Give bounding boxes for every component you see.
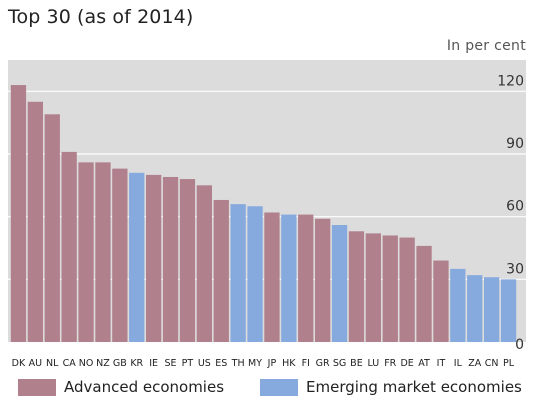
bar-fi: [298, 214, 314, 342]
x-tick-label-ca: CA: [63, 358, 77, 369]
bar-ca: [61, 151, 77, 342]
y-tick-label-120: 120: [497, 73, 524, 89]
bar-il: [450, 268, 466, 342]
bar-no: [78, 162, 94, 342]
bar-us: [196, 185, 212, 342]
bar-dk: [10, 85, 27, 342]
y-tick-label-90: 90: [506, 136, 524, 152]
bar-it: [433, 260, 449, 342]
legend-label-emerging: Emerging market economies: [306, 378, 522, 396]
bar-be: [348, 231, 365, 342]
x-tick-label-at: AT: [418, 358, 430, 369]
x-tick-label-ie: IE: [149, 358, 158, 369]
x-tick-label-dk: DK: [12, 358, 26, 369]
x-tick-label-es: ES: [215, 358, 227, 369]
bar-cn: [484, 277, 500, 342]
bar-nz: [95, 162, 111, 342]
x-tick-label-pl: PL: [503, 358, 515, 369]
bar-nl: [44, 114, 60, 342]
bar-de: [399, 237, 415, 342]
x-tick-label-au: AU: [29, 358, 42, 369]
x-tick-label-cn: CN: [485, 358, 499, 369]
bar-se: [162, 176, 179, 342]
y-tick-label-30: 30: [506, 261, 524, 277]
bar-sg: [331, 225, 348, 342]
bar-ie: [146, 174, 162, 342]
x-tick-label-us: US: [198, 358, 211, 369]
legend-item-emerging: Emerging market economies: [260, 376, 522, 398]
x-tick-label-pt: PT: [182, 358, 194, 369]
bar-at: [416, 245, 432, 342]
bar-lu: [365, 233, 381, 342]
x-tick-label-nz: NZ: [96, 358, 110, 369]
x-tick-label-no: NO: [79, 358, 94, 369]
y-axis-unit-label: In per cent: [446, 38, 526, 54]
legend-swatch-advanced: [18, 378, 56, 396]
chart-legend: Advanced economies Emerging market econo…: [12, 376, 552, 400]
bar-jp: [264, 212, 280, 342]
x-tick-label-za: ZA: [468, 358, 482, 369]
bar-pl: [500, 279, 517, 342]
bar-gb: [112, 168, 128, 342]
legend-item-advanced: Advanced economies: [18, 376, 224, 398]
x-tick-label-my: MY: [248, 358, 262, 369]
legend-swatch-emerging: [260, 378, 298, 396]
x-tick-label-se: SE: [165, 358, 177, 369]
bar-pt: [179, 179, 196, 342]
x-tick-label-gr: GR: [316, 358, 330, 369]
chart-title: Top 30 (as of 2014): [8, 6, 194, 28]
x-tick-label-jp: JP: [267, 358, 277, 369]
bar-gr: [315, 218, 331, 342]
x-tick-label-fi: FI: [302, 358, 310, 369]
x-tick-label-nl: NL: [46, 358, 59, 369]
x-tick-label-be: BE: [350, 358, 363, 369]
x-tick-label-hk: HK: [282, 358, 296, 369]
bar-my: [247, 206, 263, 342]
y-tick-label-0: 0: [515, 337, 524, 353]
x-tick-label-it: IT: [437, 358, 446, 369]
x-tick-label-sg: SG: [333, 358, 346, 369]
bar-kr: [129, 172, 145, 342]
legend-label-advanced: Advanced economies: [64, 378, 225, 396]
bar-th: [230, 204, 246, 342]
bar-fr: [382, 235, 398, 342]
y-tick-label-60: 60: [506, 199, 524, 215]
bar-hk: [281, 214, 297, 342]
x-tick-label-fr: FR: [384, 358, 396, 369]
x-tick-label-kr: KR: [130, 358, 143, 369]
x-tick-label-gb: GB: [113, 358, 127, 369]
x-tick-label-lu: LU: [367, 358, 379, 369]
x-tick-label-de: DE: [400, 358, 413, 369]
x-tick-label-th: TH: [231, 358, 245, 369]
bar-au: [27, 101, 43, 342]
bar-za: [467, 275, 483, 342]
x-tick-label-il: IL: [454, 358, 463, 369]
bar-es: [213, 199, 229, 342]
